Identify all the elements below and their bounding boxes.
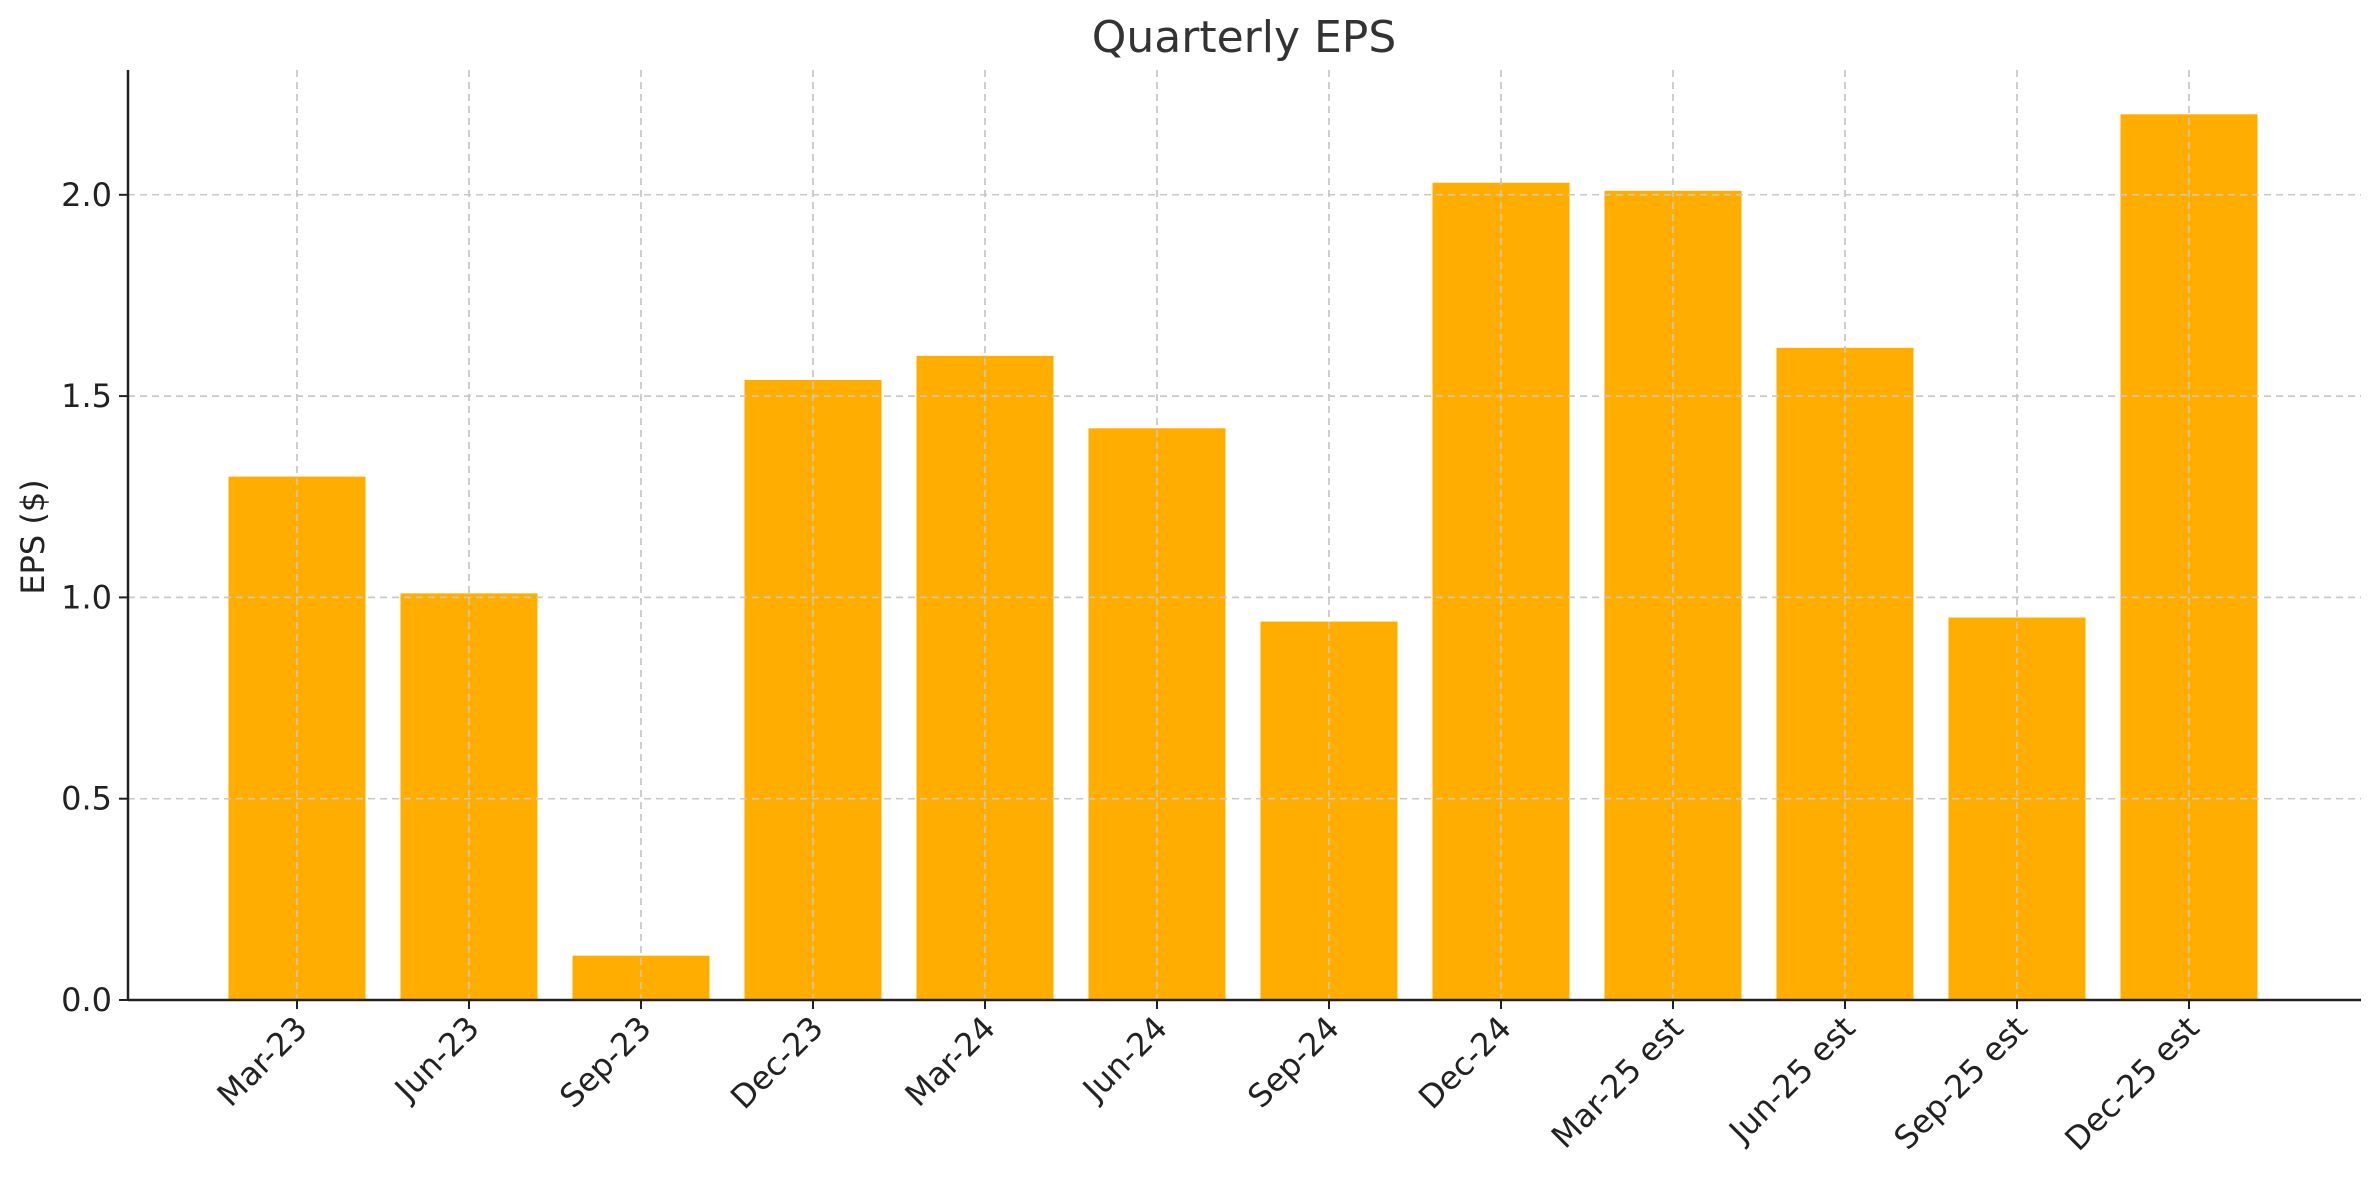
x-tick-label: Jun-25 est (1720, 1009, 1862, 1151)
y-tick-label: 1.5 (61, 377, 112, 415)
chart-title: Quarterly EPS (1092, 12, 1397, 63)
y-tick-label: 2.0 (61, 176, 112, 214)
x-tick-label: Dec-25 est (2057, 1009, 2206, 1158)
x-tick-label: Sep-24 (1240, 1009, 1346, 1115)
y-tick-label: 0.0 (61, 981, 112, 1019)
y-tick-label: 1.0 (61, 578, 112, 616)
x-tick-label: Dec-23 (723, 1009, 831, 1117)
x-tick-label: Jun-23 (386, 1009, 487, 1110)
y-tick-label: 0.5 (61, 780, 112, 818)
x-tick-label: Sep-25 est (1886, 1009, 2034, 1157)
x-tick-label: Dec-24 (1411, 1009, 1519, 1117)
x-tick-label: Mar-25 est (1544, 1009, 1691, 1156)
x-tick-label: Sep-23 (552, 1009, 658, 1115)
y-axis-label: EPS ($) (14, 479, 52, 594)
x-tick-label: Mar-24 (898, 1009, 1003, 1114)
x-tick-label: Mar-23 (210, 1009, 315, 1114)
axes-layer (119, 70, 2361, 1009)
x-tick-label: Jun-24 (1074, 1009, 1175, 1110)
bars-layer (128, 70, 2361, 1001)
bar-sep-24 (1260, 621, 1398, 1000)
